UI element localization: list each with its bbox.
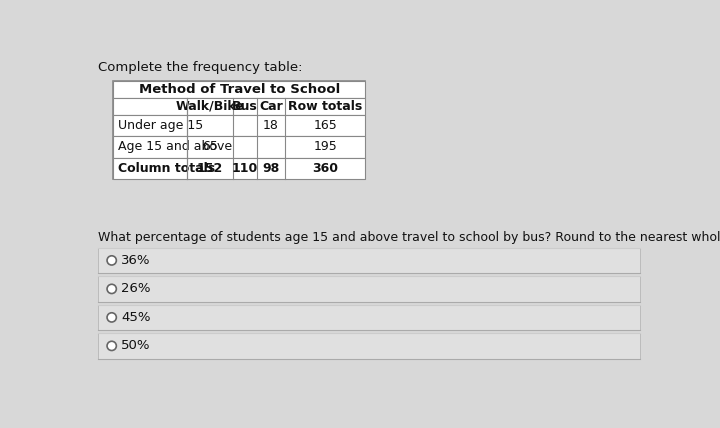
- Text: Bus: Bus: [232, 100, 258, 113]
- Circle shape: [107, 313, 117, 322]
- Text: 50%: 50%: [121, 339, 150, 352]
- Text: 65: 65: [202, 140, 218, 153]
- Text: Column totals: Column totals: [118, 162, 215, 175]
- Text: 152: 152: [197, 162, 223, 175]
- Text: 360: 360: [312, 162, 338, 175]
- Text: Age 15 and above: Age 15 and above: [118, 140, 232, 153]
- Circle shape: [107, 341, 117, 351]
- Text: Car: Car: [259, 100, 283, 113]
- Text: What percentage of students age 15 and above travel to school by bus? Round to t: What percentage of students age 15 and a…: [98, 231, 720, 244]
- Text: 18: 18: [263, 119, 279, 132]
- Text: Method of Travel to School: Method of Travel to School: [138, 83, 340, 95]
- Text: 26%: 26%: [121, 282, 150, 295]
- Text: 36%: 36%: [121, 254, 150, 267]
- Bar: [113, 115, 365, 136]
- Bar: [113, 80, 365, 179]
- Text: 195: 195: [313, 140, 337, 153]
- Bar: [113, 98, 365, 115]
- Text: Under age 15: Under age 15: [118, 119, 203, 132]
- Bar: [113, 80, 365, 98]
- Text: 98: 98: [262, 162, 279, 175]
- Text: 110: 110: [232, 162, 258, 175]
- Bar: [113, 158, 365, 179]
- Bar: [113, 136, 365, 158]
- Text: Row totals: Row totals: [288, 100, 362, 113]
- Bar: [98, 305, 640, 330]
- Text: 45%: 45%: [121, 311, 150, 324]
- Circle shape: [107, 284, 117, 294]
- Text: Walk/Bike: Walk/Bike: [176, 100, 245, 113]
- Bar: [98, 276, 640, 302]
- Bar: [98, 248, 640, 273]
- Circle shape: [107, 256, 117, 265]
- Bar: [98, 333, 640, 359]
- Text: Complete the frequency table:: Complete the frequency table:: [98, 61, 302, 74]
- Text: 165: 165: [313, 119, 337, 132]
